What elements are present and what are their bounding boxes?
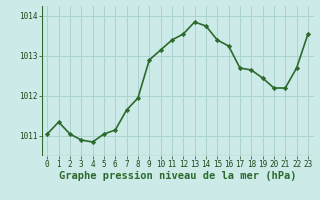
X-axis label: Graphe pression niveau de la mer (hPa): Graphe pression niveau de la mer (hPa)	[59, 171, 296, 181]
